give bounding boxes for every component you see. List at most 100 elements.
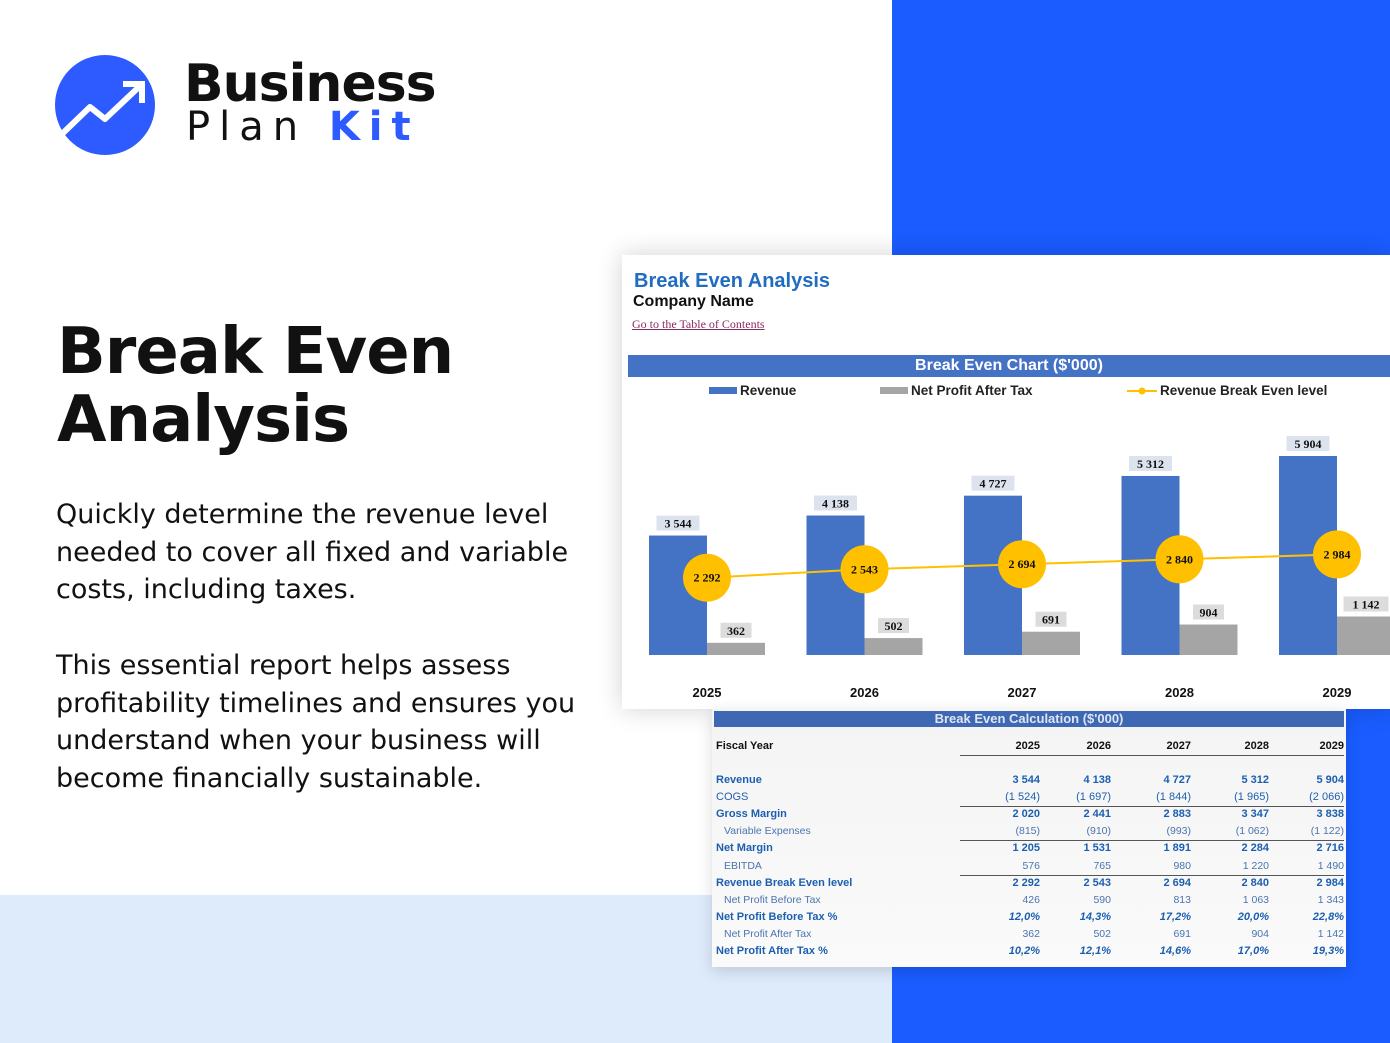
cell: 22,8% <box>1312 910 1344 923</box>
row-label: Gross Margin <box>716 808 787 821</box>
revenue-data-label: 4 138 <box>822 497 849 511</box>
cell: 426 <box>1022 893 1040 906</box>
cell: 1 490 <box>1317 859 1344 872</box>
legend-revenue: Revenue <box>709 383 796 398</box>
profit-label-bg <box>1035 611 1067 627</box>
table-row: COGS (1 524) (1 697) (1 844) (1 965) (2 066) <box>716 789 1344 806</box>
cell: 4 138 <box>1083 774 1111 786</box>
break-even-data-label: 2 292 <box>694 571 721 585</box>
revenue-label-bg <box>971 475 1015 491</box>
profit-data-label: 904 <box>1200 606 1218 620</box>
break-even-point <box>998 540 1046 589</box>
cell: 2026 <box>1086 740 1111 752</box>
table-row: Net Profit After Tax 362 502 691 904 1 142 <box>716 926 1344 943</box>
logo-text-business: Business <box>184 54 437 114</box>
legend-label: Revenue <box>740 383 797 398</box>
subtotal-rule <box>960 875 1344 876</box>
cell: 813 <box>1173 893 1191 906</box>
cell: 1 343 <box>1317 893 1344 906</box>
legend-line-marker-icon <box>1127 387 1157 394</box>
profit-label-bg <box>1343 596 1389 612</box>
legend-swatch <box>709 387 737 394</box>
cell: 2028 <box>1244 740 1269 752</box>
revenue-data-label: 3 544 <box>665 517 692 531</box>
row-label: Net Profit After Tax <box>724 927 812 940</box>
legend-net-profit: Net Profit After Tax <box>880 383 1033 398</box>
table-row: Variable Expenses (815) (910) (993) (1 062) (… <box>716 823 1344 840</box>
cell: 904 <box>1251 927 1269 940</box>
cell: (910) <box>1086 825 1111 838</box>
cell: 5 312 <box>1241 774 1269 786</box>
logo-plan: Plan <box>186 104 329 150</box>
net-profit-bar <box>1022 631 1080 655</box>
table-row: Net Profit Before Tax 426 590 813 1 063 1 343 <box>716 892 1344 909</box>
cell: (1 965) <box>1234 791 1269 804</box>
cell: 20,0% <box>1237 910 1269 923</box>
break-even-point <box>1155 535 1204 584</box>
revenue-label-bg <box>1286 436 1330 451</box>
row-label: Net Profit After Tax % <box>716 945 828 957</box>
break-even-point <box>840 545 889 594</box>
revenue-label-bg <box>1129 455 1172 471</box>
company-name: Company Name <box>633 293 754 310</box>
cell: 980 <box>1173 859 1191 872</box>
table-row: EBITDA 576 765 980 1 220 1 490 <box>716 858 1344 875</box>
net-profit-bar <box>864 638 923 655</box>
cell: 2 716 <box>1316 842 1344 855</box>
revenue-label-bg <box>814 495 857 511</box>
legend-break-even: Revenue Break Even level <box>1127 383 1327 398</box>
cell: 2 284 <box>1241 842 1269 855</box>
profit-data-label: 1 142 <box>1353 598 1380 612</box>
cell: (2 066) <box>1309 791 1344 804</box>
cell: 2 984 <box>1316 876 1344 889</box>
break-even-data-label: 2 694 <box>1009 557 1036 571</box>
cell: 1 220 <box>1242 859 1269 872</box>
table-row: Gross Margin 2 020 2 441 2 883 3 347 3 838 <box>716 806 1344 823</box>
hero-paragraph-1: Quickly determine the revenue level need… <box>56 499 569 606</box>
calculation-table-card: Break Even Calculation ($'000) Fiscal Ye… <box>712 709 1346 967</box>
hero-paragraph-2: This essential report helps assess profi… <box>56 650 576 794</box>
chart-title: Break Even Chart ($'000) <box>628 355 1390 377</box>
cell: 590 <box>1093 893 1111 906</box>
x-tick-label: 2025 <box>693 685 722 700</box>
break-even-data-label: 2 840 <box>1166 552 1193 566</box>
logo-trend-icon <box>55 55 155 155</box>
cell: 17,2% <box>1159 910 1191 923</box>
revenue-data-label: 5 904 <box>1295 437 1322 451</box>
cell: 2 543 <box>1083 876 1111 889</box>
legend-label: Net Profit After Tax <box>911 383 1033 398</box>
subtotal-rule <box>960 806 1344 807</box>
net-profit-bar <box>1179 624 1238 655</box>
cell: 12,0% <box>1008 910 1040 923</box>
row-label: EBITDA <box>724 859 762 872</box>
cell: 2 840 <box>1241 876 1269 889</box>
toc-link[interactable]: Go to the Table of Contents <box>632 317 765 331</box>
row-label: Revenue <box>716 774 762 786</box>
row-label: Fiscal Year <box>716 740 774 752</box>
row-label: COGS <box>716 791 749 804</box>
table-row: Net Profit After Tax % 10,2% 12,1% 14,6% 17,… <box>716 943 1344 960</box>
legend-swatch <box>880 387 908 394</box>
table-header-row: Fiscal Year 2025 2026 2027 2028 2029 <box>716 738 1344 755</box>
profit-data-label: 362 <box>727 624 745 638</box>
cell: 2 441 <box>1083 808 1111 821</box>
cell: (1 062) <box>1235 825 1269 838</box>
cell: 14,6% <box>1159 945 1191 957</box>
profit-label-bg <box>720 622 752 638</box>
subtotal-rule <box>960 840 1344 841</box>
cell: 5 904 <box>1316 774 1344 786</box>
profit-data-label: 691 <box>1042 613 1060 627</box>
table-row: Revenue 3 544 4 138 4 727 5 312 5 904 <box>716 772 1344 789</box>
legend-label: Revenue Break Even level <box>1160 383 1328 398</box>
cell: 2 883 <box>1163 808 1191 821</box>
cell: (1 122) <box>1310 825 1344 838</box>
cell: 3 347 <box>1241 808 1269 821</box>
cell: (1 697) <box>1076 791 1111 804</box>
cell: 2029 <box>1319 740 1344 752</box>
cell: 2 292 <box>1012 876 1040 889</box>
hero-title: Break Even Analysis <box>57 315 454 457</box>
revenue-label-bg <box>656 515 700 531</box>
chart-sheet-card: Break Even Analysis Company Name Go to t… <box>622 255 1390 709</box>
header-rule <box>960 755 1344 756</box>
cell: 3 838 <box>1316 808 1344 821</box>
